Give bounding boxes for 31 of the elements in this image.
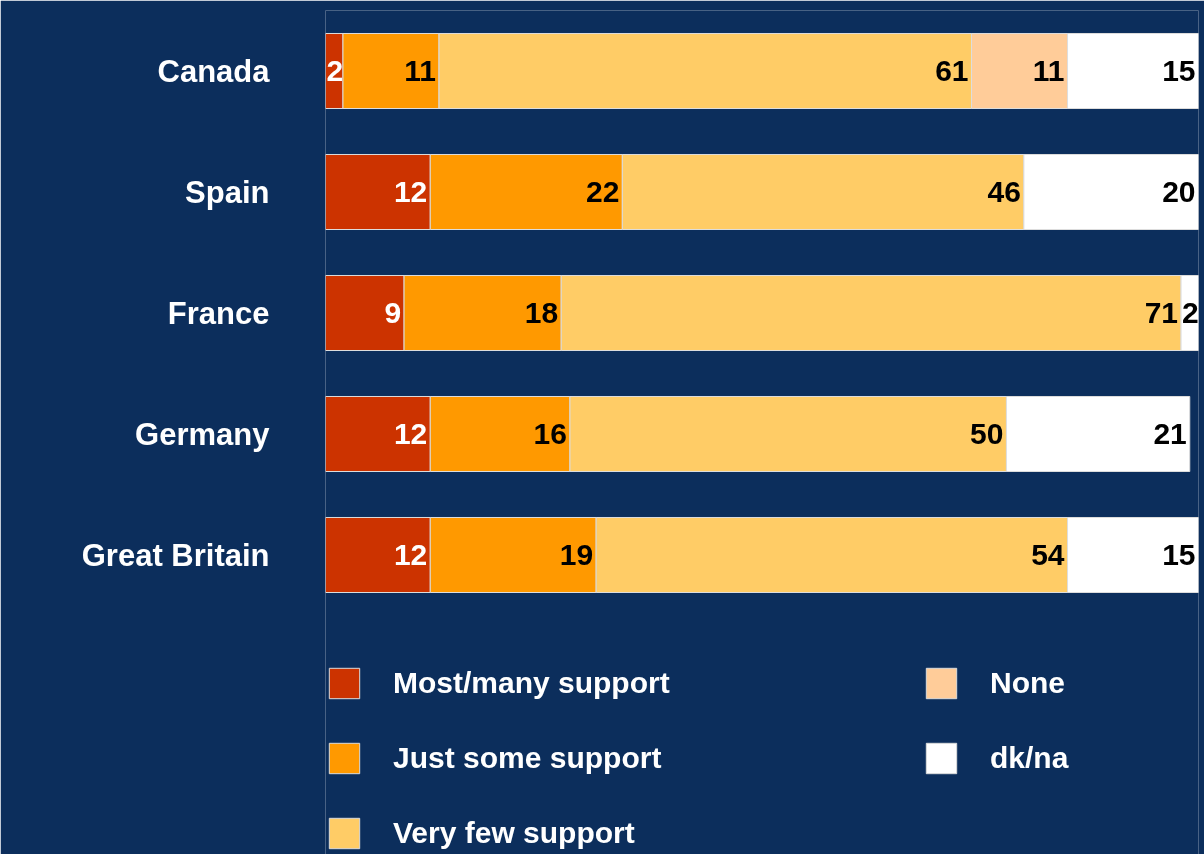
data-label: 15 — [1162, 538, 1196, 571]
data-label: 12 — [393, 175, 428, 208]
data-label: 46 — [987, 175, 1021, 208]
data-label: 54 — [1031, 538, 1065, 571]
data-label: 18 — [524, 296, 559, 329]
data-label: 11 — [404, 54, 436, 87]
data-label: 16 — [533, 417, 567, 450]
legend-label: None — [990, 666, 1065, 700]
data-label: 20 — [1162, 175, 1196, 208]
data-label: 2 — [326, 54, 344, 87]
y-tick-label: Canada — [157, 53, 271, 89]
data-label: 12 — [393, 538, 428, 571]
data-label: 15 — [1162, 54, 1196, 87]
legend-label: Most/many support — [393, 666, 670, 700]
data-label: 21 — [1153, 417, 1187, 450]
data-label: 22 — [585, 175, 620, 208]
legend-label: dk/na — [990, 741, 1069, 775]
y-tick-label: Germany — [135, 416, 271, 452]
data-label: 19 — [559, 538, 594, 571]
legend-label: Just some support — [393, 741, 662, 775]
data-label: 11 — [1032, 54, 1065, 87]
data-label: 9 — [384, 296, 402, 329]
data-label: 71 — [1144, 296, 1179, 329]
y-tick-label: France — [167, 295, 270, 331]
data-label: 12 — [393, 417, 428, 450]
y-tick-label: Great Britain — [81, 537, 270, 573]
legend-label: Very few support — [393, 816, 635, 850]
data-label: 2 — [1182, 296, 1199, 329]
data-label: 50 — [970, 417, 1004, 450]
y-tick-label: Spain — [185, 174, 270, 210]
data-label: 61 — [935, 54, 969, 87]
